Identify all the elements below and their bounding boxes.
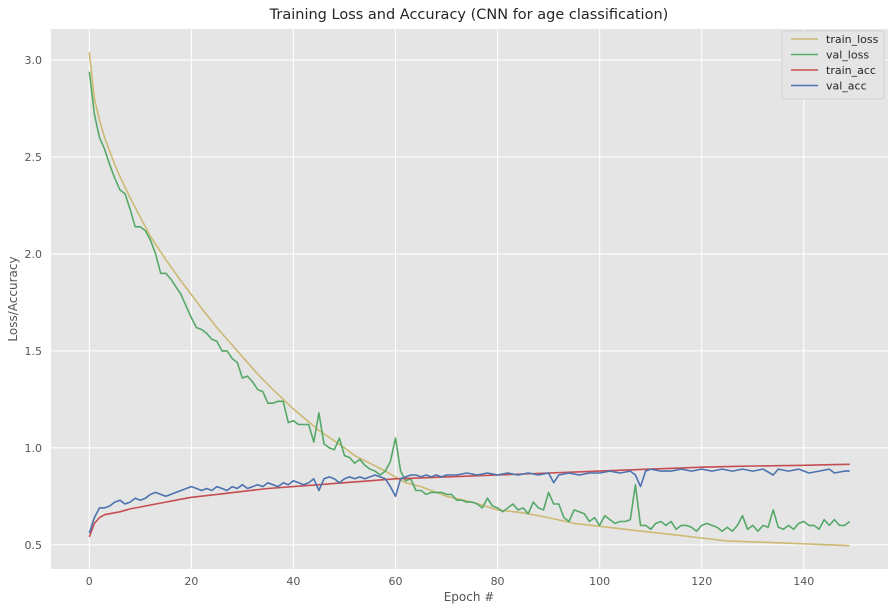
y-tick-label: 0.5: [25, 539, 43, 552]
x-tick-label: 140: [793, 575, 814, 588]
y-tick-label: 3.0: [25, 54, 43, 67]
x-tick-label: 100: [589, 575, 610, 588]
grid-lines: [51, 29, 888, 569]
legend-label: train_loss: [826, 33, 879, 46]
x-axis-label: Epoch #: [444, 590, 495, 604]
series-line-val-loss: [88, 71, 851, 533]
legend-label: train_acc: [826, 64, 876, 77]
y-tick-labels: 0.5 1.0 1.5 2.0 2.5 3.0: [25, 54, 43, 552]
legend-label: val_loss: [826, 49, 869, 62]
y-axis-label: Loss/Accuracy: [6, 256, 20, 341]
series-lines: [88, 52, 851, 547]
series-line-val-acc: [88, 468, 850, 534]
x-tick-label: 80: [491, 575, 505, 588]
series-line-train-acc: [88, 463, 850, 538]
x-tick-label: 120: [691, 575, 712, 588]
legend-entry: val_loss: [791, 49, 869, 62]
legend-box: [781, 30, 885, 100]
x-tick-label: 40: [286, 575, 300, 588]
series-line-train-loss: [88, 52, 850, 547]
y-tick-label: 1.0: [25, 442, 43, 455]
x-tick-label: 20: [184, 575, 198, 588]
chart-title: Training Loss and Accuracy (CNN for age …: [269, 7, 669, 23]
y-tick-label: 2.0: [25, 248, 43, 261]
y-tick-label: 2.5: [25, 151, 43, 164]
legend-entry: train_acc: [791, 64, 876, 77]
y-tick-label: 1.5: [25, 345, 43, 358]
plot-background: [51, 29, 888, 569]
legend: train_loss val_loss train_acc val_acc: [781, 30, 885, 100]
legend-entry: train_loss: [791, 33, 879, 46]
x-tick-label: 0: [86, 575, 93, 588]
legend-label: val_acc: [826, 80, 867, 93]
legend-entry: val_acc: [791, 80, 867, 93]
x-tick-labels: 0 20 40 60 80 100 120 140: [86, 575, 815, 588]
x-tick-label: 60: [388, 575, 402, 588]
